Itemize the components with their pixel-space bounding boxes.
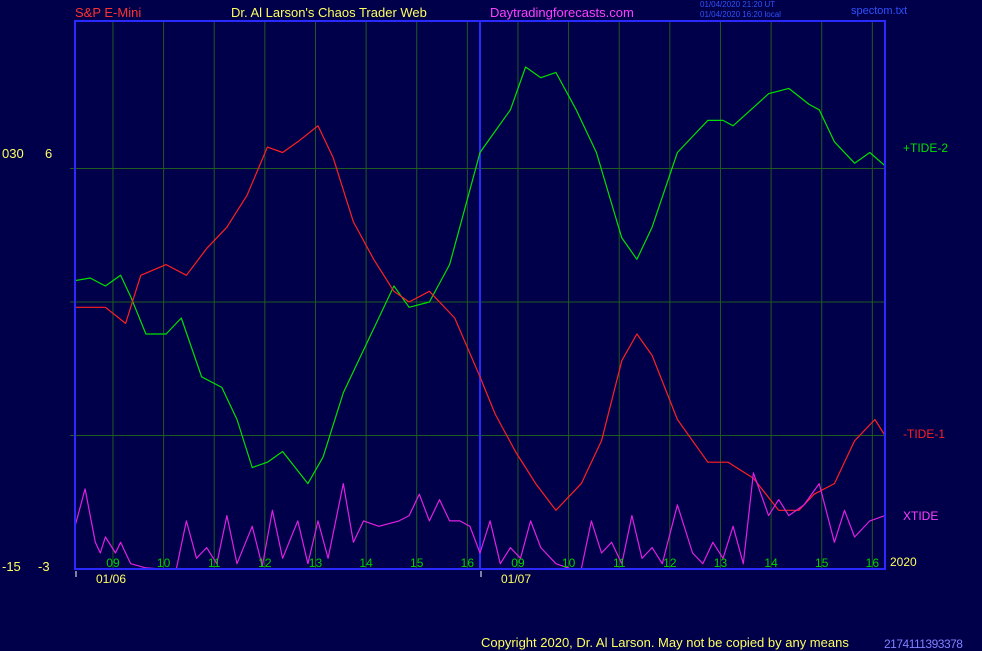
- x-tick-label: 16: [866, 556, 880, 570]
- left-scale-top-1: 030: [2, 146, 24, 161]
- plot-frame: [74, 20, 886, 570]
- year-label: 2020: [890, 555, 917, 569]
- x-tick-label: 11: [208, 556, 221, 570]
- legend-xtide: XTIDE: [903, 509, 939, 523]
- site-link[interactable]: Daytradingforecasts.com: [490, 5, 634, 20]
- timestamp-ut: 01/04/2020 21:20 UT: [700, 0, 776, 9]
- file-name: spectom.txt: [851, 5, 908, 17]
- x-tick-label: 15: [815, 556, 829, 570]
- left-scale-top-2: 6: [45, 146, 53, 161]
- left-scale-bottom-2: -3: [38, 559, 50, 574]
- x-tick-label: 14: [359, 556, 373, 570]
- series-line-1: [74, 66, 886, 485]
- label-layer: 09 10 11 12 13 14 15 16 09 10 11 12 13 14 15 16 01/06 01/…: [75, 556, 880, 586]
- series-layer: [74, 66, 886, 570]
- left-scale-bottom-1: -15: [2, 559, 21, 574]
- author-title: Dr. Al Larson's Chaos Trader Web: [231, 5, 427, 20]
- x-tick-label: 14: [764, 556, 778, 570]
- instrument-title: S&P E-Mini: [75, 5, 142, 20]
- x-tick-label: 09: [106, 556, 120, 570]
- date-label: 01/06: [96, 572, 126, 586]
- timestamp-local: 01/04/2020 16:20 local: [700, 10, 781, 19]
- x-tick-label: 15: [410, 556, 424, 570]
- legend-tide1: -TIDE-1: [903, 427, 945, 441]
- series-line-3: [74, 472, 886, 570]
- x-tick-label: 16: [461, 556, 475, 570]
- footer-overlap-text: 2174111393378: [884, 637, 963, 651]
- x-tick-label: 13: [309, 556, 323, 570]
- x-tick-label: 11: [613, 556, 626, 570]
- x-tick-label: 10: [157, 556, 171, 570]
- copyright: Copyright 2020, Dr. Al Larson. May not b…: [481, 635, 849, 650]
- x-tick-label: 12: [663, 556, 677, 570]
- x-tick-label: 10: [562, 556, 576, 570]
- x-tick-label: 13: [714, 556, 728, 570]
- legend-tide2: +TIDE-2: [903, 141, 949, 155]
- x-tick-label: 09: [511, 556, 525, 570]
- grid-layer: [70, 21, 885, 569]
- date-label: 01/07: [501, 572, 531, 586]
- x-tick-label: 12: [258, 556, 272, 570]
